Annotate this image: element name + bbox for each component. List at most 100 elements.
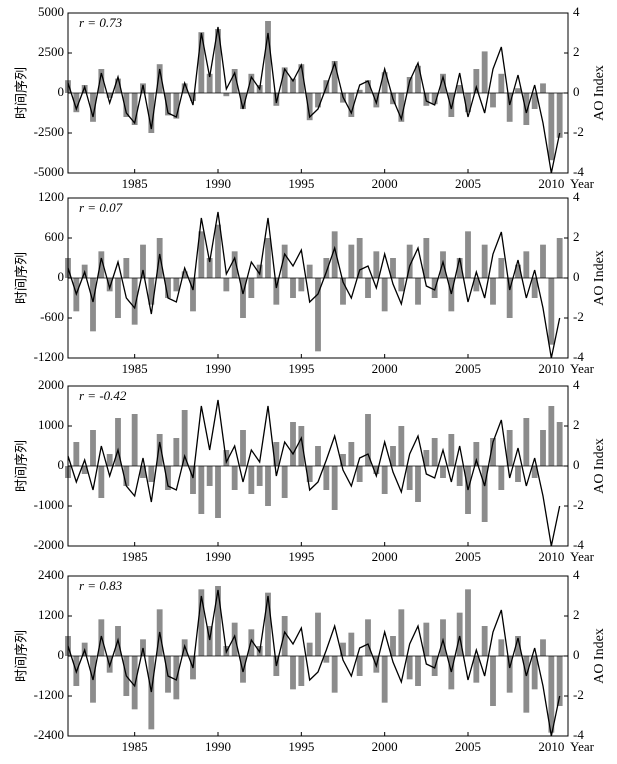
y-tick-label: -2000 <box>34 537 64 552</box>
bar <box>481 466 488 522</box>
bar <box>131 414 138 466</box>
y-axis-label: 时间序列 <box>15 252 30 304</box>
x-tick-label: 2005 <box>455 549 481 564</box>
x-tick-label: 1985 <box>122 739 148 754</box>
bar <box>148 278 155 305</box>
bar <box>556 93 563 138</box>
bar <box>331 61 338 93</box>
y-tick-label: -1000 <box>34 497 64 512</box>
y2-tick-label: 0 <box>573 457 580 472</box>
y2-tick-label: 2 <box>573 229 580 244</box>
bar <box>515 264 521 278</box>
bar <box>473 69 480 93</box>
y2-tick-label: 2 <box>573 607 580 622</box>
bar <box>540 244 546 278</box>
y2-tick-label: 2 <box>573 417 580 432</box>
x-tick-label: 2010 <box>538 176 564 191</box>
y2-tick-label: -4 <box>573 727 584 742</box>
y2-tick-label: 0 <box>573 647 580 662</box>
x-tick-label: 1995 <box>288 739 314 754</box>
bar <box>440 73 446 93</box>
bar <box>265 238 271 278</box>
panel: -2000 -1000 0 1000 2000 -4 -2 0 2 4 1985 1990 1995 20… <box>15 377 608 564</box>
bar <box>465 589 471 656</box>
y-axis-label: 时间序列 <box>15 630 30 682</box>
bar <box>306 642 313 656</box>
y-tick-label: 2400 <box>38 567 64 582</box>
bar <box>98 69 105 93</box>
y-tick-label: 0 <box>58 269 65 284</box>
bar <box>398 609 405 656</box>
x-tick-label: 2000 <box>372 739 398 754</box>
bar <box>423 450 430 466</box>
x-tick-label: 2000 <box>372 549 398 564</box>
bar <box>281 466 288 498</box>
bar <box>348 632 355 656</box>
bar <box>315 278 321 352</box>
bar <box>456 258 463 278</box>
y2-tick-label: -4 <box>573 349 584 364</box>
bar <box>215 224 221 278</box>
bar <box>348 244 355 278</box>
y2-axis-label: AO Index <box>592 438 607 494</box>
x-tick-label: 2010 <box>538 549 564 564</box>
bar <box>556 656 563 706</box>
bar <box>248 629 255 656</box>
bar <box>406 656 413 680</box>
bar <box>506 656 513 693</box>
bar <box>181 410 188 466</box>
x-tick-label: 1995 <box>288 549 314 564</box>
bar <box>290 422 296 466</box>
bar <box>231 466 238 490</box>
bar <box>206 258 213 278</box>
x-tick-label: 2005 <box>455 739 481 754</box>
bar <box>415 656 421 686</box>
x-tick-label: 2000 <box>372 176 398 191</box>
x-tick-label: 2010 <box>538 361 564 376</box>
bar <box>256 466 263 486</box>
bar <box>223 278 230 292</box>
bar <box>473 656 480 683</box>
bar <box>515 466 521 482</box>
bar <box>498 639 505 656</box>
bar <box>115 78 121 93</box>
bar <box>373 93 380 108</box>
annotation: r = 0.83 <box>79 578 123 593</box>
bar <box>215 29 221 93</box>
bar <box>215 586 221 656</box>
bar <box>548 93 555 161</box>
bar <box>398 93 405 122</box>
bar <box>123 466 130 486</box>
bar <box>348 442 355 466</box>
bar <box>81 466 88 474</box>
bar <box>340 642 346 656</box>
bar <box>456 466 463 486</box>
y-axis-label: 时间序列 <box>15 440 30 492</box>
bar <box>165 466 171 490</box>
bar <box>373 251 380 278</box>
y2-tick-label: 4 <box>573 377 580 392</box>
bar <box>181 83 188 93</box>
bar <box>131 278 138 325</box>
bar <box>148 656 155 730</box>
bar <box>265 592 271 656</box>
bar <box>106 278 113 292</box>
bar <box>173 278 180 292</box>
bar <box>381 278 388 312</box>
bar <box>73 442 80 466</box>
y2-tick-label: 4 <box>573 4 580 19</box>
y2-tick-label: -2 <box>573 497 584 512</box>
bar <box>365 80 371 93</box>
bar <box>490 438 496 466</box>
bar <box>298 64 305 93</box>
bar <box>115 278 121 318</box>
bar <box>123 258 130 278</box>
y-tick-label: 1200 <box>38 189 64 204</box>
y-tick-label: 1000 <box>38 417 64 432</box>
bar <box>515 88 521 93</box>
ao-line <box>67 211 561 359</box>
bar <box>531 93 538 109</box>
ao-line <box>67 26 561 174</box>
x-tick-label: 2005 <box>455 361 481 376</box>
y-tick-label: 2000 <box>38 377 64 392</box>
